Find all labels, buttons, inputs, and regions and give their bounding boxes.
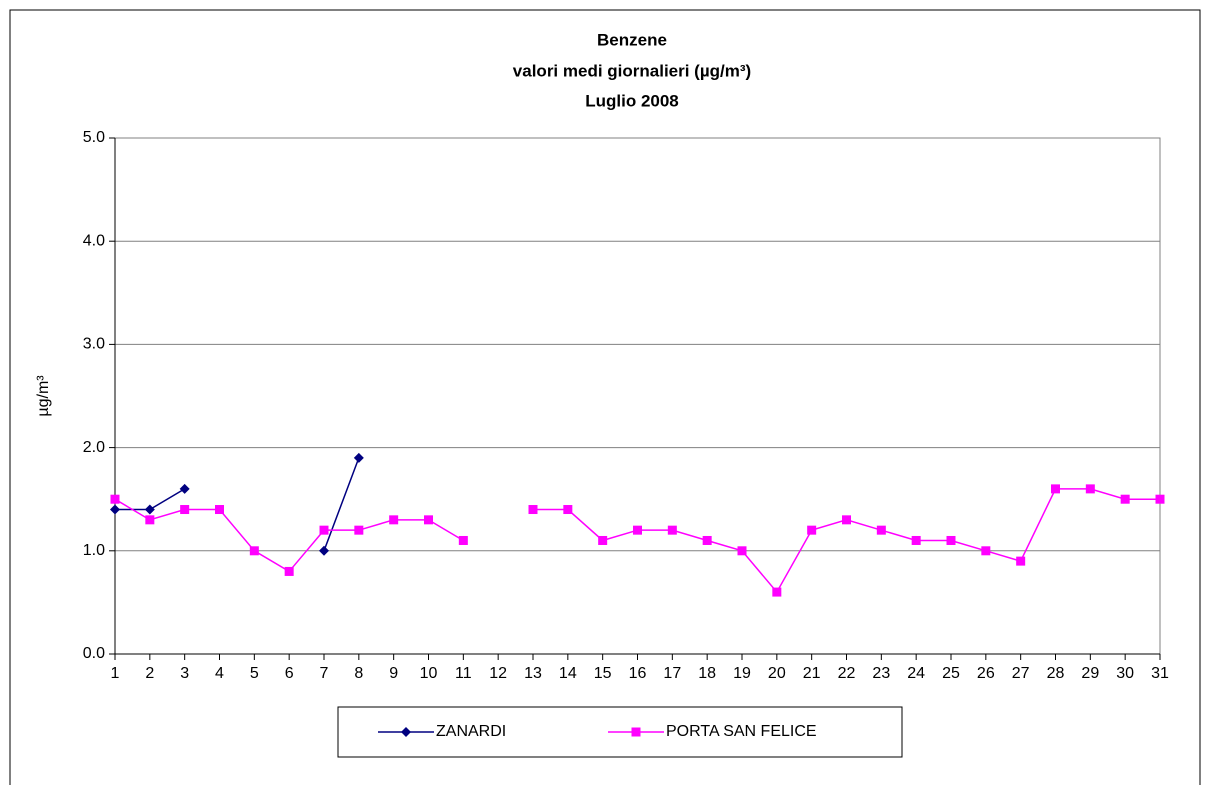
- x-tick-label: 14: [559, 665, 577, 682]
- data-point: [772, 587, 782, 597]
- data-point: [911, 535, 921, 545]
- x-tick-label: 11: [455, 665, 472, 682]
- legend-marker: [401, 727, 411, 737]
- data-point: [319, 525, 329, 535]
- x-tick-label: 8: [354, 665, 363, 682]
- data-point: [1155, 494, 1165, 504]
- x-tick-label: 18: [698, 665, 716, 682]
- data-point: [807, 525, 817, 535]
- x-tick-label: 31: [1151, 665, 1169, 682]
- y-tick-label: 2.0: [83, 439, 105, 456]
- data-point: [458, 535, 468, 545]
- x-tick-label: 29: [1081, 665, 1099, 682]
- legend-label: PORTA SAN FELICE: [666, 723, 817, 740]
- x-tick-label: 3: [180, 665, 189, 682]
- data-point: [981, 546, 991, 556]
- chart-subtitle: Luglio 2008: [585, 91, 679, 110]
- data-point: [598, 535, 608, 545]
- plot-area: [114, 137, 1161, 655]
- data-point: [110, 504, 120, 515]
- x-tick-label: 28: [1047, 665, 1065, 682]
- data-point: [319, 545, 329, 556]
- x-tick-label: 19: [733, 665, 751, 682]
- x-tick-label: 4: [215, 665, 224, 682]
- x-tick-label: 5: [250, 665, 259, 682]
- x-tick-label: 1: [111, 665, 120, 682]
- data-point: [145, 515, 155, 525]
- x-tick-label: 25: [942, 665, 960, 682]
- data-point: [946, 535, 956, 545]
- data-point: [144, 504, 155, 515]
- x-tick-label: 9: [389, 665, 398, 682]
- x-tick-label: 12: [489, 665, 507, 682]
- data-point: [354, 525, 364, 535]
- data-point: [563, 505, 573, 515]
- data-point: [353, 452, 364, 463]
- data-point: [702, 535, 712, 545]
- y-axis-label: µg/m³: [35, 375, 52, 417]
- data-point: [667, 525, 677, 535]
- data-point: [179, 483, 190, 494]
- x-tick-label: 15: [594, 665, 612, 682]
- x-tick-label: 16: [629, 665, 647, 682]
- data-point: [1085, 484, 1095, 494]
- data-point: [842, 515, 851, 525]
- x-tick-label: 21: [803, 665, 821, 682]
- x-tick-label: 27: [1012, 665, 1030, 682]
- data-point: [284, 566, 294, 576]
- x-tick-label: 20: [768, 665, 786, 682]
- data-point: [633, 525, 642, 535]
- x-tick-label: 30: [1116, 665, 1134, 682]
- data-point: [528, 505, 538, 515]
- data-point: [876, 525, 886, 535]
- data-point: [215, 505, 224, 515]
- data-point: [110, 494, 120, 504]
- x-tick-label: 17: [663, 665, 681, 682]
- y-tick-label: 5.0: [83, 129, 105, 146]
- data-point: [1051, 484, 1060, 494]
- x-tick-label: 2: [145, 665, 154, 682]
- data-point: [389, 515, 399, 525]
- x-tick-label: 26: [977, 665, 995, 682]
- y-tick-label: 0.0: [83, 645, 105, 662]
- x-tick-label: 22: [838, 665, 856, 682]
- legend-marker: [631, 727, 641, 737]
- data-point: [249, 546, 259, 556]
- x-tick-label: 7: [320, 665, 329, 682]
- chart-frame: [9, 9, 1201, 785]
- x-tick-label: 23: [872, 665, 890, 682]
- data-point: [1120, 494, 1130, 504]
- legend-label: ZANARDI: [436, 723, 506, 740]
- x-tick-label: 10: [420, 665, 438, 682]
- x-tick-label: 24: [907, 665, 925, 682]
- chart-subtitle: valori medi giornalieri (µg/m³): [513, 61, 751, 80]
- data-point: [424, 515, 433, 525]
- data-point: [737, 546, 747, 556]
- x-tick-label: 13: [524, 665, 542, 682]
- y-tick-label: 4.0: [83, 232, 105, 249]
- data-point: [180, 505, 190, 515]
- y-tick-label: 3.0: [83, 336, 105, 353]
- y-tick-label: 1.0: [83, 542, 105, 559]
- chart-title: Benzene: [597, 30, 667, 49]
- data-point: [1016, 556, 1026, 566]
- x-tick-label: 6: [285, 665, 294, 682]
